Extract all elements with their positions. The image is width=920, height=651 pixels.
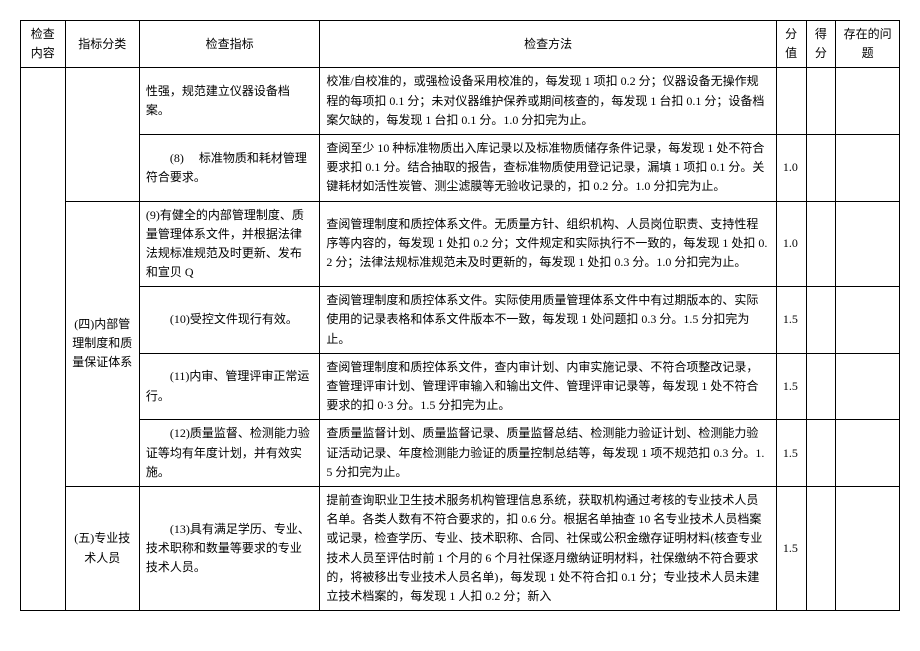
- issue-cell: [836, 486, 900, 610]
- header-method: 检查方法: [320, 21, 776, 68]
- header-check-content: 检查内容: [21, 21, 66, 68]
- score-cell: [776, 68, 806, 135]
- category-cell: [65, 68, 139, 201]
- method-cell: 查质量监督计划、质量监督记录、质量监督总结、检测能力验证计划、检测能力验证活动记…: [320, 420, 776, 487]
- score-cell: 1.5: [776, 287, 806, 354]
- table-row: (12)质量监督、检测能力验证等均有年度计划，并有效实施。 查质量监督计划、质量…: [21, 420, 900, 487]
- issue-cell: [836, 353, 900, 420]
- indicator-cell: (13)具有满足学历、专业、技术职称和数量等要求的专业技术人员。: [139, 486, 319, 610]
- indicator-cell: (10)受控文件现行有效。: [139, 287, 319, 354]
- table-row: (11)内审、管理评审正常运行。 查阅管理制度和质控体系文件，查内审计划、内审实…: [21, 353, 900, 420]
- header-indicator: 检查指标: [139, 21, 319, 68]
- table-row: (五)专业技术人员 (13)具有满足学历、专业、技术职称和数量等要求的专业技术人…: [21, 486, 900, 610]
- got-cell: [806, 420, 836, 487]
- method-cell: 查阅管理制度和质控体系文件，查内审计划、内审实施记录、不符合项整改记录，查管理评…: [320, 353, 776, 420]
- table-row: 性强，规范建立仪器设备档案。 校准/自校准的，或强检设备采用校准的，每发现 1 …: [21, 68, 900, 135]
- score-cell: 1.0: [776, 201, 806, 287]
- table-row: (8) 标准物质和耗材管理符合要求。 查阅至少 10 种标准物质出入库记录以及标…: [21, 134, 900, 201]
- got-cell: [806, 353, 836, 420]
- got-cell: [806, 134, 836, 201]
- indicator-cell: 性强，规范建立仪器设备档案。: [139, 68, 319, 135]
- indicator-cell: (11)内审、管理评审正常运行。: [139, 353, 319, 420]
- indicator-cell: (9)有健全的内部管理制度、质量管理体系文件，并根据法律法规标准规范及时更新、发…: [139, 201, 319, 287]
- method-cell: 查阅管理制度和质控体系文件。实际使用质量管理体系文件中有过期版本的、实际使用的记…: [320, 287, 776, 354]
- issue-cell: [836, 68, 900, 135]
- category-cell: (五)专业技术人员: [65, 486, 139, 610]
- header-got: 得分: [806, 21, 836, 68]
- header-score: 分值: [776, 21, 806, 68]
- issue-cell: [836, 134, 900, 201]
- score-cell: 1.5: [776, 353, 806, 420]
- method-cell: 查阅至少 10 种标准物质出入库记录以及标准物质储存条件记录，每发现 1 处不符…: [320, 134, 776, 201]
- header-row: 检查内容 指标分类 检查指标 检查方法 分值 得分 存在的问题: [21, 21, 900, 68]
- score-cell: 1.5: [776, 420, 806, 487]
- method-cell: 提前查询职业卫生技术服务机构管理信息系统，获取机构通过考核的专业技术人员名单。各…: [320, 486, 776, 610]
- table-row: (10)受控文件现行有效。 查阅管理制度和质控体系文件。实际使用质量管理体系文件…: [21, 287, 900, 354]
- inspection-table: 检查内容 指标分类 检查指标 检查方法 分值 得分 存在的问题 性强，规范建立仪…: [20, 20, 900, 611]
- got-cell: [806, 68, 836, 135]
- indicator-cell: (8) 标准物质和耗材管理符合要求。: [139, 134, 319, 201]
- header-category: 指标分类: [65, 21, 139, 68]
- issue-cell: [836, 201, 900, 287]
- got-cell: [806, 486, 836, 610]
- method-cell: 校准/自校准的，或强检设备采用校准的，每发现 1 项扣 0.2 分；仪器设备无操…: [320, 68, 776, 135]
- method-cell: 查阅管理制度和质控体系文件。无质量方针、组织机构、人员岗位职责、支持性程序等内容…: [320, 201, 776, 287]
- issue-cell: [836, 287, 900, 354]
- issue-cell: [836, 420, 900, 487]
- check-content-cell: [21, 68, 66, 611]
- header-issue: 存在的问题: [836, 21, 900, 68]
- got-cell: [806, 201, 836, 287]
- category-cell: (四)内部管理制度和质量保证体系: [65, 201, 139, 486]
- score-cell: 1.0: [776, 134, 806, 201]
- table-row: (四)内部管理制度和质量保证体系 (9)有健全的内部管理制度、质量管理体系文件，…: [21, 201, 900, 287]
- score-cell: 1.5: [776, 486, 806, 610]
- indicator-cell: (12)质量监督、检测能力验证等均有年度计划，并有效实施。: [139, 420, 319, 487]
- got-cell: [806, 287, 836, 354]
